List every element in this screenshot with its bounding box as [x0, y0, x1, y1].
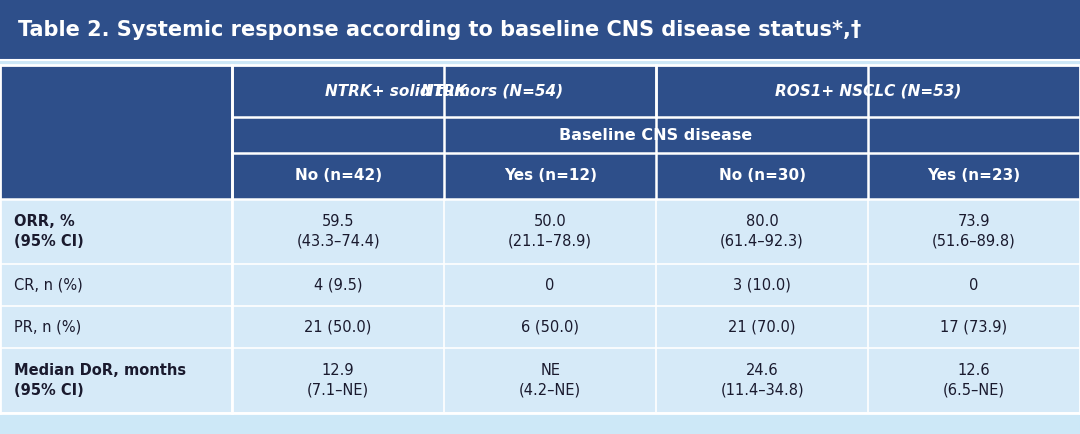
Bar — [868, 153, 1080, 199]
Text: Yes (n=12): Yes (n=12) — [503, 168, 596, 184]
Bar — [657, 153, 868, 199]
Bar — [232, 153, 444, 199]
Text: NE
(4.2–NE): NE (4.2–NE) — [519, 363, 581, 398]
Bar — [657, 65, 1080, 117]
Text: Median DoR, months
(95% CI): Median DoR, months (95% CI) — [14, 363, 186, 398]
Bar — [0, 65, 232, 199]
Text: 21 (50.0): 21 (50.0) — [305, 319, 372, 335]
Text: 3 (10.0): 3 (10.0) — [733, 277, 791, 293]
Text: 24.6
(11.4–34.8): 24.6 (11.4–34.8) — [720, 363, 804, 398]
Text: PR, n (%): PR, n (%) — [14, 319, 81, 335]
Text: ORR, %
(95% CI): ORR, % (95% CI) — [14, 214, 84, 249]
Text: 73.9
(51.6–89.8): 73.9 (51.6–89.8) — [932, 214, 1016, 249]
Text: 0: 0 — [545, 277, 555, 293]
Bar — [0, 306, 232, 348]
Text: NTRK: NTRK — [421, 83, 468, 99]
Text: 80.0
(61.4–92.3): 80.0 (61.4–92.3) — [720, 214, 804, 249]
Bar — [0, 264, 232, 306]
Bar — [232, 65, 657, 117]
Bar — [232, 264, 444, 306]
Bar — [868, 264, 1080, 306]
Bar — [657, 199, 868, 264]
Bar — [868, 348, 1080, 413]
Text: 50.0
(21.1–78.9): 50.0 (21.1–78.9) — [508, 214, 592, 249]
Bar — [0, 153, 232, 199]
Text: Yes (n=23): Yes (n=23) — [928, 168, 1021, 184]
Bar — [444, 264, 657, 306]
Text: NTRK+ solid tumors (N=54): NTRK+ solid tumors (N=54) — [325, 83, 563, 99]
Bar — [0, 199, 232, 264]
Text: 12.9
(7.1–NE): 12.9 (7.1–NE) — [307, 363, 369, 398]
Text: Table 2. Systemic response according to baseline CNS disease status*,†: Table 2. Systemic response according to … — [18, 20, 861, 40]
Text: 12.6
(6.5–NE): 12.6 (6.5–NE) — [943, 363, 1005, 398]
Text: 17 (73.9): 17 (73.9) — [941, 319, 1008, 335]
Bar — [868, 199, 1080, 264]
Text: ROS1+ NSCLC (N=53): ROS1+ NSCLC (N=53) — [774, 83, 961, 99]
Bar — [0, 348, 232, 413]
Bar — [0, 0, 1080, 60]
Text: 4 (9.5): 4 (9.5) — [314, 277, 363, 293]
Bar — [232, 348, 444, 413]
Bar — [444, 306, 657, 348]
Bar — [444, 153, 657, 199]
Text: CR, n (%): CR, n (%) — [14, 277, 83, 293]
Bar — [657, 306, 868, 348]
Bar — [232, 199, 444, 264]
Text: No (n=30): No (n=30) — [718, 168, 806, 184]
Text: No (n=42): No (n=42) — [295, 168, 381, 184]
Bar — [657, 348, 868, 413]
Text: 59.5
(43.3–74.4): 59.5 (43.3–74.4) — [296, 214, 380, 249]
Bar — [868, 306, 1080, 348]
Bar — [657, 264, 868, 306]
Text: 21 (70.0): 21 (70.0) — [728, 319, 796, 335]
Text: 6 (50.0): 6 (50.0) — [522, 319, 579, 335]
Text: 0: 0 — [970, 277, 978, 293]
Text: Baseline CNS disease: Baseline CNS disease — [559, 128, 753, 142]
Bar — [232, 117, 1080, 153]
Bar — [232, 306, 444, 348]
Bar — [444, 348, 657, 413]
Bar — [444, 199, 657, 264]
